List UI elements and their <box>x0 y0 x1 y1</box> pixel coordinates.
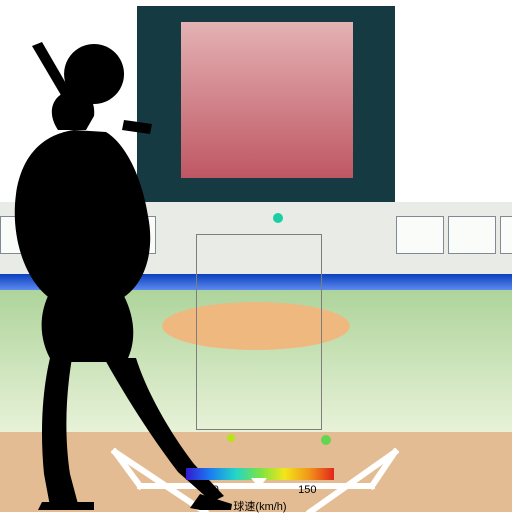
velocity-tick-label: 150 <box>298 484 316 496</box>
pitch-marker <box>273 213 283 223</box>
batter-silhouette <box>0 34 232 510</box>
skybox-window <box>500 216 512 254</box>
velocity-tick-label: 100 <box>200 484 218 496</box>
skybox-window <box>448 216 496 254</box>
velocity-pointer-icon <box>251 478 267 488</box>
skybox-window <box>396 216 444 254</box>
pitch-marker <box>321 435 331 445</box>
